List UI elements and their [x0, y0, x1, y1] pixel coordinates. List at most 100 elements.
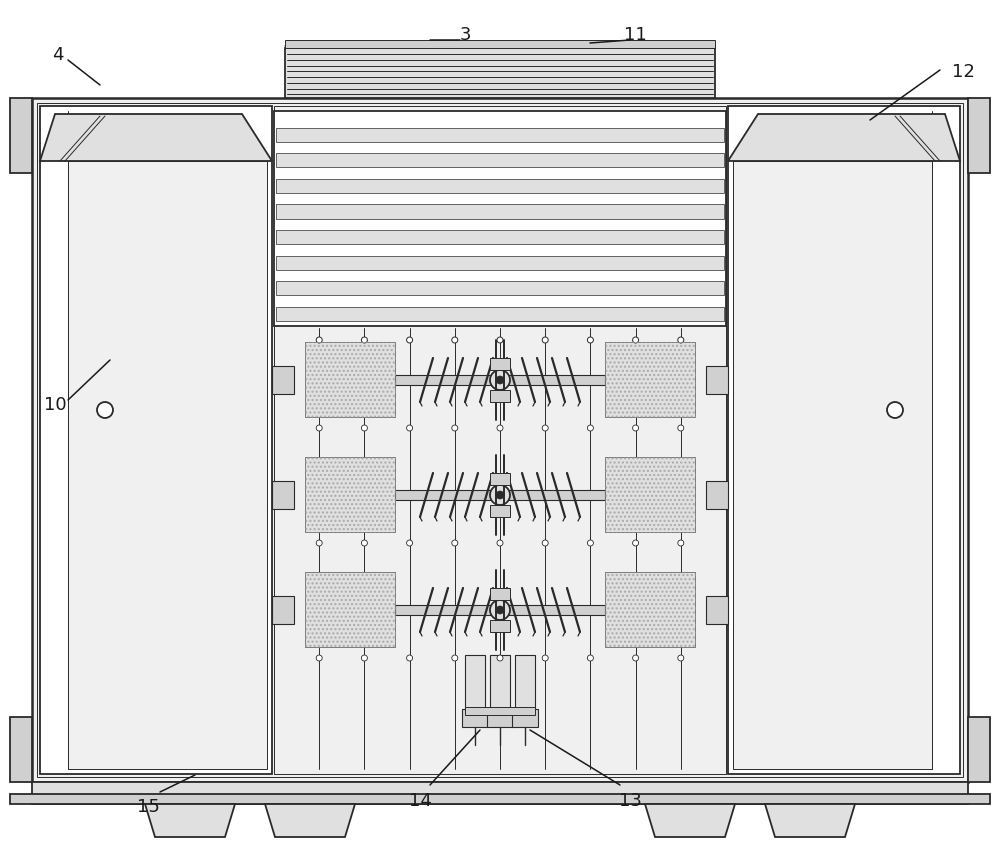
Bar: [305, 342, 395, 417]
Bar: [10, 98, 32, 173]
Bar: [728, 106, 960, 774]
Circle shape: [407, 540, 413, 546]
Circle shape: [887, 402, 903, 418]
Bar: [272, 596, 294, 624]
Bar: [276, 179, 724, 193]
Polygon shape: [645, 804, 735, 837]
Bar: [968, 717, 990, 782]
Bar: [305, 572, 395, 647]
Bar: [490, 620, 510, 632]
Bar: [272, 366, 294, 394]
Bar: [285, 48, 715, 98]
Circle shape: [490, 370, 510, 390]
Polygon shape: [265, 804, 355, 837]
Circle shape: [496, 376, 504, 384]
Bar: [490, 588, 510, 600]
Bar: [462, 709, 488, 727]
Circle shape: [497, 540, 503, 546]
Bar: [515, 655, 535, 710]
Text: 15: 15: [137, 798, 159, 816]
Bar: [605, 342, 695, 417]
Text: 3: 3: [459, 26, 471, 44]
Bar: [465, 655, 485, 710]
Circle shape: [542, 425, 548, 431]
Circle shape: [407, 337, 413, 343]
Bar: [465, 707, 535, 715]
Bar: [605, 572, 695, 647]
Circle shape: [316, 655, 322, 661]
Circle shape: [633, 425, 639, 431]
Polygon shape: [40, 114, 272, 161]
Circle shape: [361, 337, 367, 343]
Circle shape: [497, 425, 503, 431]
Circle shape: [542, 655, 548, 661]
Text: 12: 12: [952, 63, 975, 81]
Bar: [490, 390, 510, 402]
Bar: [274, 106, 726, 774]
Bar: [487, 709, 513, 727]
Circle shape: [452, 425, 458, 431]
Text: 10: 10: [44, 396, 66, 414]
Bar: [272, 481, 294, 509]
Bar: [490, 505, 510, 517]
Polygon shape: [765, 804, 855, 837]
Text: 13: 13: [619, 792, 641, 810]
Circle shape: [97, 402, 113, 418]
Circle shape: [542, 540, 548, 546]
Circle shape: [452, 337, 458, 343]
Circle shape: [407, 425, 413, 431]
Bar: [40, 106, 272, 774]
Circle shape: [633, 540, 639, 546]
Bar: [276, 205, 724, 218]
Bar: [305, 457, 395, 532]
Bar: [490, 655, 510, 710]
Text: 11: 11: [624, 26, 646, 44]
Circle shape: [316, 425, 322, 431]
Circle shape: [678, 337, 684, 343]
Bar: [276, 281, 724, 295]
Circle shape: [490, 600, 510, 620]
Circle shape: [361, 425, 367, 431]
Bar: [276, 230, 724, 244]
Circle shape: [496, 491, 504, 499]
Circle shape: [633, 337, 639, 343]
Bar: [706, 366, 728, 394]
Bar: [490, 473, 510, 485]
Bar: [37, 103, 963, 777]
Bar: [68, 161, 267, 769]
Circle shape: [678, 655, 684, 661]
Polygon shape: [145, 804, 235, 837]
Bar: [276, 127, 724, 142]
Circle shape: [587, 540, 593, 546]
Circle shape: [490, 485, 510, 505]
Text: 14: 14: [409, 792, 431, 810]
Bar: [276, 153, 724, 167]
Bar: [395, 605, 605, 615]
Circle shape: [316, 540, 322, 546]
Bar: [968, 98, 990, 173]
Bar: [512, 709, 538, 727]
Bar: [605, 342, 695, 417]
Circle shape: [452, 540, 458, 546]
Bar: [10, 794, 990, 804]
Bar: [305, 457, 395, 532]
Circle shape: [361, 655, 367, 661]
Bar: [305, 572, 395, 647]
Circle shape: [587, 425, 593, 431]
Polygon shape: [728, 114, 960, 161]
Circle shape: [407, 655, 413, 661]
Bar: [605, 457, 695, 532]
Bar: [395, 375, 605, 385]
Circle shape: [316, 337, 322, 343]
Bar: [285, 40, 715, 48]
Bar: [276, 255, 724, 270]
Circle shape: [678, 425, 684, 431]
Circle shape: [497, 337, 503, 343]
Bar: [395, 490, 605, 500]
Bar: [276, 307, 724, 321]
Bar: [10, 717, 32, 782]
Circle shape: [587, 337, 593, 343]
Circle shape: [633, 655, 639, 661]
Bar: [305, 342, 395, 417]
Bar: [32, 782, 968, 804]
